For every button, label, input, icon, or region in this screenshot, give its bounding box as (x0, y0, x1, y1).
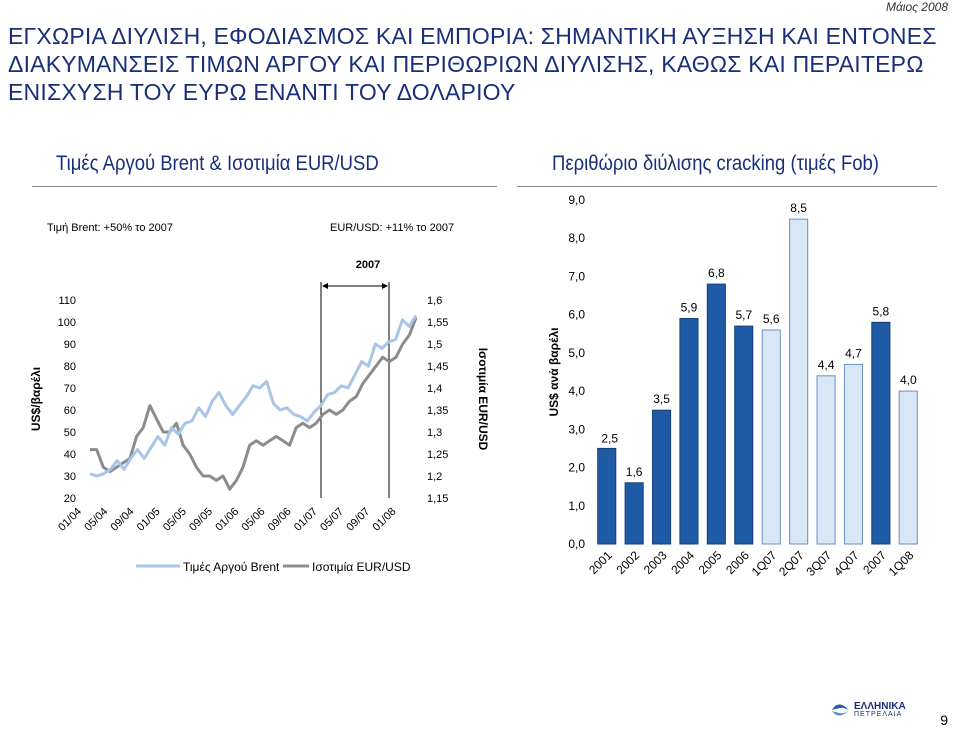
left-axis-tick-label: 20 (64, 493, 76, 505)
left-axis-title: US$/βαρέλι (29, 367, 43, 431)
right-axis-tick-label: 1,4 (427, 383, 442, 395)
left-axis-tick-label: 70 (64, 383, 76, 395)
left-axis-tick-label: 90 (64, 339, 76, 351)
bar-1Q07 (761, 329, 781, 545)
bar-value-label: 5,9 (681, 300, 698, 314)
bar-axis-tick-label: 1,0 (568, 499, 585, 513)
bar-value-label: 4,7 (845, 346, 862, 360)
left-axis-tick-label: 80 (64, 361, 76, 373)
left-axis-tick-label: 40 (64, 449, 76, 461)
bar-category-label: 2007 (860, 548, 889, 577)
company-logo: ΕΛΛΗΝΙΚΑ ΠΕΤΡΕΛΑΙΑ (830, 702, 906, 718)
bracket-2007-arrowhead-right (382, 283, 388, 289)
left-panel-title: Τιμές Αργού Brent & Ισοτιμία EUR/USD (56, 152, 379, 175)
left-axis-tick-label: 50 (64, 427, 76, 439)
brent-change-note: Τιμή Brent: +50% το 2007 (47, 222, 174, 234)
bar-1Q08 (898, 390, 918, 545)
logo-subtitle: ΠΕΤΡΕΛΑΙΑ (854, 711, 903, 718)
bar-value-label: 2,5 (601, 431, 618, 445)
bar-axis-tick-label: 8,0 (568, 231, 585, 245)
right-axis-tick-label: 1,2 (427, 471, 442, 483)
bracket-2007-arrowhead-left (322, 283, 328, 289)
bar-2001 (597, 447, 617, 545)
right-axis-title: Ισοτιμία EUR/USD (476, 348, 490, 451)
bar-category-label: 2005 (696, 548, 725, 577)
bar-category-label: 2Q07 (776, 548, 807, 579)
bar-category-label: 2006 (723, 548, 752, 577)
bar-3Q07 (816, 375, 836, 545)
left-axis-tick-label: 110 (58, 295, 76, 307)
bar-2006 (734, 325, 754, 545)
bar-category-label: 4Q07 (831, 548, 862, 579)
right-axis-tick-label: 1,3 (427, 427, 442, 439)
bar-axis-tick-label: 7,0 (568, 269, 585, 283)
eurusd-rate-series-line (90, 317, 418, 491)
right-panel-divider (517, 186, 937, 187)
bar-value-label: 5,7 (735, 308, 752, 322)
bar-axis-tick-label: 6,0 (568, 308, 585, 322)
page-number: 9 (940, 712, 948, 728)
bar-2003 (652, 409, 672, 545)
legend-brent-label: Τιμές Αργού Brent (183, 560, 280, 574)
bar-axis-tick-label: 5,0 (568, 346, 585, 360)
bar-value-label: 8,5 (790, 201, 807, 215)
logo-mark-icon (832, 704, 848, 716)
bar-category-label: 2001 (586, 548, 615, 577)
right-axis-tick-label: 1,6 (427, 295, 442, 307)
bar-2007 (871, 321, 891, 545)
bar-value-label: 1,6 (626, 465, 643, 479)
legend-eurusd-label: Ισοτιμία EUR/USD (312, 560, 411, 574)
left-axis-tick-label: 60 (64, 405, 76, 417)
right-axis-tick-label: 1,45 (427, 361, 448, 373)
right-axis-tick-label: 1,25 (427, 449, 448, 461)
bar-category-label: 2003 (641, 548, 670, 577)
cracking-margin-bar-chart: 9,0 8,0 7,0 6,0 5,0 4,0 3,0 2,0 1,0 0,0 US$ ανά βα… (547, 193, 918, 579)
bar-value-label: 4,4 (818, 358, 835, 372)
right-axis-tick-label: 1,5 (427, 339, 442, 351)
left-axis-tick-label: 100 (58, 317, 76, 329)
bar-value-label: 3,5 (653, 392, 670, 406)
bar-axis-tick-label: 4,0 (568, 384, 585, 398)
bar-2002 (624, 482, 644, 545)
right-axis-tick-label: 1,35 (427, 405, 448, 417)
page-title: ΕΓΧΩΡΙΑ ΔΙΥΛΙΣΗ, ΕΦΟΔΙΑΣΜΟΣ ΚΑΙ ΕΜΠΟΡΙΑ:… (8, 23, 937, 105)
report-date: Μάιος 2008 (885, 0, 948, 14)
logo-name: ΕΛΛΗΝΙΚΑ (854, 701, 906, 712)
eurusd-change-note: EUR/USD: +11% το 2007 (330, 222, 455, 234)
bar-value-label: 4,0 (900, 373, 917, 387)
bar-axis-title: US$ ανά βαρέλι (547, 328, 561, 417)
bar-axis-tick-label: 3,0 (568, 422, 585, 436)
brent-price-series-line (89, 314, 418, 478)
right-panel-title: Περιθώριο διύλισης cracking (τιμές Fob) (552, 152, 879, 175)
bar-2004 (679, 318, 699, 545)
left-axis-tick-label: 30 (64, 471, 76, 483)
bar-category-label: 1Q08 (886, 548, 917, 579)
bar-2005 (706, 283, 726, 545)
bar-category-label: 2002 (613, 548, 642, 577)
bar-axis-tick-label: 2,0 (568, 461, 585, 475)
bar-axis-tick-label: 0,0 (568, 537, 585, 551)
bar-category-label: 2004 (668, 548, 697, 577)
bar-value-label: 5,8 (873, 304, 890, 318)
left-panel-divider (32, 186, 497, 187)
bar-4Q07 (843, 363, 864, 545)
bar-value-label: 6,8 (708, 266, 725, 280)
bar-axis-tick-label: 9,0 (568, 193, 585, 207)
right-axis-tick-label: 1,15 (427, 493, 448, 505)
bar-category-label: 1Q07 (749, 548, 780, 579)
right-axis-tick-label: 1,55 (427, 317, 448, 329)
bracket-2007-label: 2007 (356, 259, 380, 271)
bar-value-label: 5,6 (763, 312, 780, 326)
bar-category-label: 3Q07 (804, 548, 835, 579)
brent-eurusd-line-chart: 110 100 90 80 70 60 50 40 30 20 1,6 1,55 1,5 1,45 1,4 1… (29, 259, 490, 574)
bar-2Q07 (789, 218, 809, 545)
